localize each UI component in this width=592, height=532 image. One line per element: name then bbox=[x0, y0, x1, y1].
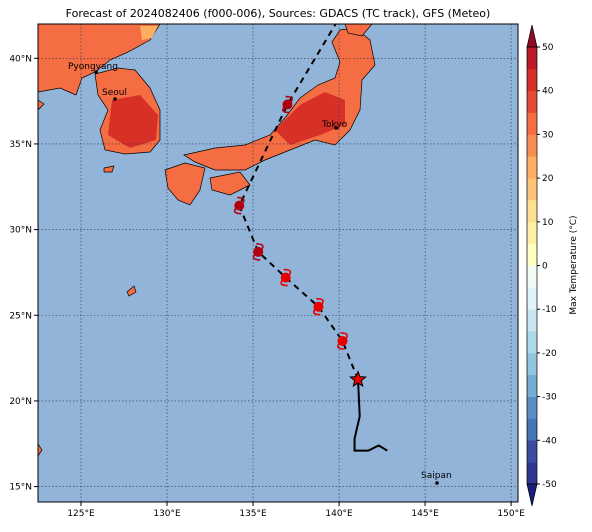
hokkaido bbox=[344, 24, 373, 37]
island bbox=[126, 285, 137, 297]
storm-position bbox=[313, 301, 324, 312]
colorbar-tick-label: -10 bbox=[542, 305, 557, 315]
colorbar-band bbox=[527, 243, 537, 266]
colorbar-over bbox=[526, 24, 538, 48]
title: Forecast of 2024082406 (f000-006), Sourc… bbox=[66, 7, 491, 20]
colorbar-tick-label: 40 bbox=[542, 87, 554, 97]
y-tick-label: 30°N bbox=[9, 226, 32, 236]
y-tick-label: 40°N bbox=[9, 54, 32, 64]
colorbar-band bbox=[527, 440, 537, 463]
storm-position bbox=[280, 272, 291, 283]
colorbar-band bbox=[527, 265, 537, 288]
y-tick-label: 35°N bbox=[9, 140, 32, 150]
storm-position bbox=[253, 246, 264, 257]
colorbar-band bbox=[527, 374, 537, 397]
x-tick-label: 150°E bbox=[497, 509, 525, 519]
land-layer bbox=[38, 24, 376, 457]
colorbar-band bbox=[527, 112, 537, 135]
city-dot bbox=[113, 97, 117, 101]
colorbar-band bbox=[527, 331, 537, 354]
colorbar-band bbox=[527, 396, 537, 419]
y-tick-label: 20°N bbox=[9, 397, 32, 407]
x-tick-label: 130°E bbox=[153, 509, 181, 519]
y-tick-label: 15°N bbox=[9, 483, 32, 493]
x-tick-label: 145°E bbox=[411, 509, 439, 519]
storm-position bbox=[337, 335, 348, 346]
hot-patch bbox=[275, 92, 345, 145]
colorbar-band bbox=[527, 221, 537, 244]
colorbar-tick-label: 30 bbox=[542, 130, 554, 140]
island bbox=[103, 165, 115, 173]
city-markers: Pyongyang Seoul Tokyo Saipan bbox=[68, 62, 452, 485]
colorbar-band bbox=[527, 462, 537, 485]
city-dot bbox=[94, 70, 98, 74]
colorbar-band bbox=[527, 352, 537, 376]
x-tick-label: 135°E bbox=[239, 509, 267, 519]
colorbar-label: Max Temperature (°C) bbox=[569, 215, 579, 314]
x-tick-label: 140°E bbox=[325, 509, 353, 519]
city-label: Seoul bbox=[102, 88, 127, 98]
colorbar-band bbox=[527, 418, 537, 441]
colorbar-tick-label: 50 bbox=[542, 43, 554, 53]
city-dot bbox=[435, 481, 439, 485]
colorbar-band bbox=[527, 68, 537, 91]
china-coast bbox=[38, 99, 45, 111]
colorbar-under bbox=[526, 483, 538, 507]
colorbar-tick-label: -40 bbox=[542, 436, 557, 446]
colorbar-tick-label: -20 bbox=[542, 349, 557, 359]
city-label: Pyongyang bbox=[68, 62, 118, 72]
colorbar-tick-label: 20 bbox=[542, 174, 554, 184]
warm-patch bbox=[140, 26, 158, 40]
colorbar-tick-label: 10 bbox=[542, 218, 554, 228]
colorbar-tick-label: -50 bbox=[542, 480, 557, 490]
storm-position bbox=[282, 99, 293, 110]
honshu bbox=[183, 27, 376, 171]
colorbar-tick-label: -30 bbox=[542, 393, 557, 403]
colorbar-band bbox=[527, 287, 537, 310]
x-tick-label: 125°E bbox=[67, 509, 95, 519]
map-frame bbox=[37, 23, 519, 503]
colorbar-band bbox=[527, 134, 537, 157]
colorbar-band bbox=[527, 90, 537, 113]
colorbar-band bbox=[527, 156, 537, 179]
colorbar-band bbox=[527, 309, 537, 332]
y-tick-label: 25°N bbox=[9, 311, 32, 321]
shikoku bbox=[209, 171, 251, 196]
kyushu bbox=[164, 162, 206, 206]
city-label: Saipan bbox=[421, 471, 452, 481]
city-dot bbox=[334, 126, 338, 130]
hot-patch bbox=[108, 95, 158, 148]
colorbar-band bbox=[527, 199, 537, 223]
colorbar-band bbox=[527, 178, 537, 201]
storm-position bbox=[349, 370, 367, 388]
colorbar-tick-label: 0 bbox=[542, 262, 548, 272]
colorbar-band bbox=[527, 47, 537, 70]
past-track bbox=[353, 379, 388, 452]
china-coast-south bbox=[38, 443, 43, 457]
city-label: Tokyo bbox=[321, 120, 348, 130]
storm-position bbox=[234, 200, 245, 211]
forecast-track bbox=[238, 23, 359, 380]
